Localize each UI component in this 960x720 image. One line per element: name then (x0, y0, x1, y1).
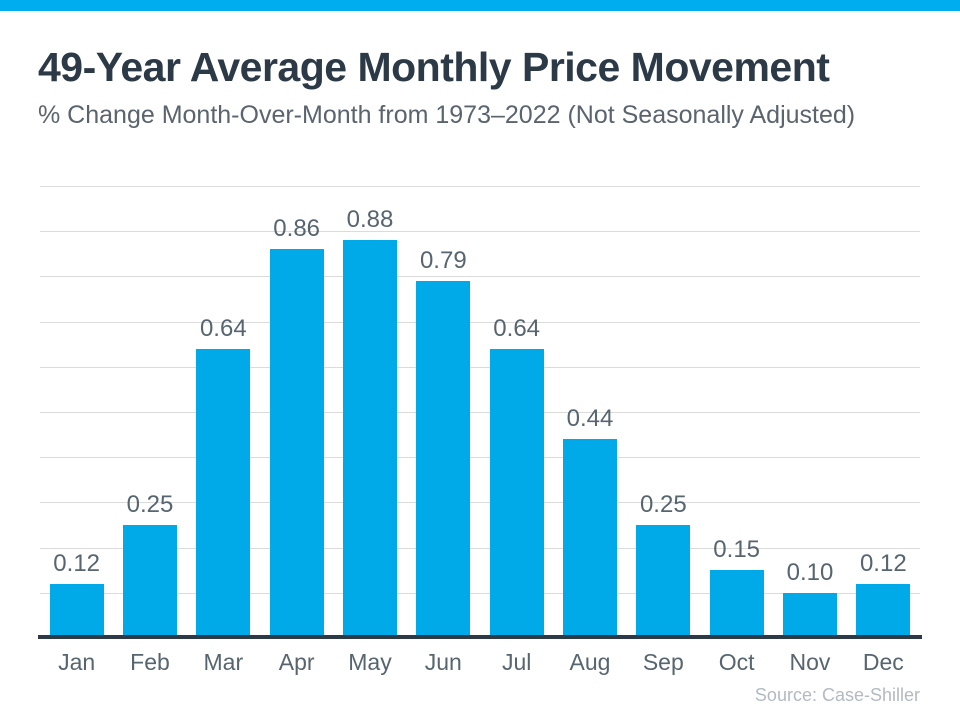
x-tick-label-jun: Jun (424, 649, 462, 675)
bar-jan (49, 583, 104, 638)
x-tick-label-mar: Mar (203, 649, 244, 675)
bar-feb (123, 525, 177, 638)
gridline (40, 502, 920, 504)
x-tick-label-may: May (348, 649, 392, 675)
bar-mar (196, 348, 251, 638)
gridline (40, 231, 920, 233)
bar-value-label-jul: 0.64 (493, 314, 541, 342)
bar-may (343, 240, 397, 638)
x-tick-label-sep: Sep (642, 649, 684, 675)
bar-value-label-may: 0.88 (346, 206, 394, 234)
x-tick-label-jul: Jul (501, 649, 532, 675)
bar-aug (563, 439, 617, 638)
bar-value-label-sep: 0.25 (639, 491, 687, 518)
bar-value-label-jan: 0.12 (53, 549, 101, 577)
x-axis-line (38, 635, 922, 639)
bar-value-label-oct: 0.15 (713, 536, 761, 564)
x-tick-label-aug: Aug (569, 649, 611, 675)
brand-accent-bar (0, 0, 960, 11)
bar-value-label-dec: 0.12 (859, 549, 907, 577)
x-tick-label-dec: Dec (862, 649, 904, 675)
bar-jun (416, 280, 471, 638)
bar-apr (269, 249, 324, 638)
bar-value-label-feb: 0.25 (126, 491, 174, 518)
gridline (40, 547, 920, 549)
bar-dec (856, 583, 911, 638)
gridline (40, 186, 920, 187)
source-attribution: Source: Case-Shiller (754, 685, 920, 705)
gridline (40, 366, 920, 368)
chart-title: 49-Year Average Monthly Price Movement (38, 44, 830, 90)
chart-subtitle: % Change Month-Over-Month from 1973–2022… (38, 101, 856, 129)
bar-value-label-apr: 0.86 (273, 215, 321, 243)
x-tick-label-jan: Jan (58, 649, 96, 675)
x-tick-label-apr: Apr (278, 649, 315, 675)
x-tick-label-feb: Feb (130, 649, 170, 675)
bar-jul (489, 348, 544, 638)
bar-value-label-nov: 0.10 (786, 558, 834, 586)
x-tick-label-oct: Oct (718, 649, 755, 675)
bar-value-label-mar: 0.64 (199, 314, 247, 342)
gridline (40, 321, 920, 323)
x-tick-label-nov: Nov (789, 649, 831, 675)
bar-value-label-jun: 0.79 (419, 246, 467, 274)
bar-sep (636, 525, 691, 638)
gridline (40, 412, 920, 413)
bar-nov (783, 592, 837, 638)
bar-oct (709, 570, 764, 638)
gridline (40, 276, 920, 278)
gridline (40, 592, 920, 594)
gridline (40, 457, 920, 459)
bar-value-label-aug: 0.44 (566, 405, 614, 433)
